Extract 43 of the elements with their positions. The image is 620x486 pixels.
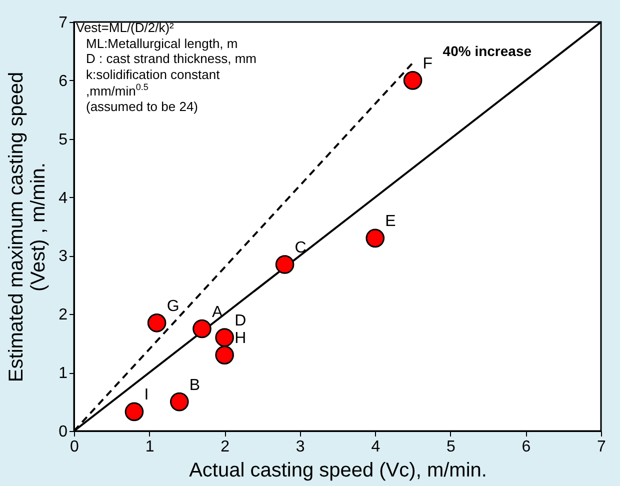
annotation: A [212,304,223,321]
annotation: B [189,376,200,394]
point [192,319,212,338]
y-tick-label: 2 [58,306,68,324]
x-tick-label: 4 [371,438,380,456]
x-tick-label: 2 [220,438,230,456]
annotation: H [234,330,246,348]
annotation: Vest=ML/(D/2/k)² [76,20,175,36]
y-tick-label: 7 [58,14,68,32]
point [147,314,166,332]
y-tick-label: 4 [58,190,68,207]
annotation: I [144,386,149,404]
x-tick-label: 7 [597,438,606,456]
y-tick-label: 1 [58,365,68,382]
y-axis-title: Estimated maximum casting speed (Vest) , m/min. [6,72,50,382]
annotation: F [422,55,433,72]
text: 40% increase [442,42,532,59]
point [215,328,234,347]
x-tick-label: 0 [70,438,80,456]
y-tick-label: 5 [58,131,68,148]
x-tick-label: 6 [522,438,531,456]
point [403,71,422,90]
annotation: ,mm/min$^{0.5}$ [85,82,150,100]
point [215,346,234,364]
point [170,392,189,412]
point [124,402,144,422]
annotation: E [385,213,396,230]
y-tick-label: 6 [58,72,68,90]
y-tick-label: 3 [58,248,68,266]
annotation: (assumed to be 24) [85,99,200,115]
annotation: D : cast strand thickness, mm [85,51,256,67]
x-tick-label: 5 [446,438,456,456]
annotation: C [294,239,306,256]
annotation: k:solidification constant [85,66,221,82]
x-tick-label: 1 [145,438,154,456]
annotation: ML:Metallurgical length, m [85,36,239,52]
point [275,255,294,274]
x-axis-title: Actual casting speed (Vc), m/min. [189,460,487,482]
annotation: D [234,312,246,330]
y-tick-label: 0 [58,424,68,440]
annotation: G [166,298,180,315]
point [366,228,385,248]
x-tick-label: 3 [296,438,305,456]
